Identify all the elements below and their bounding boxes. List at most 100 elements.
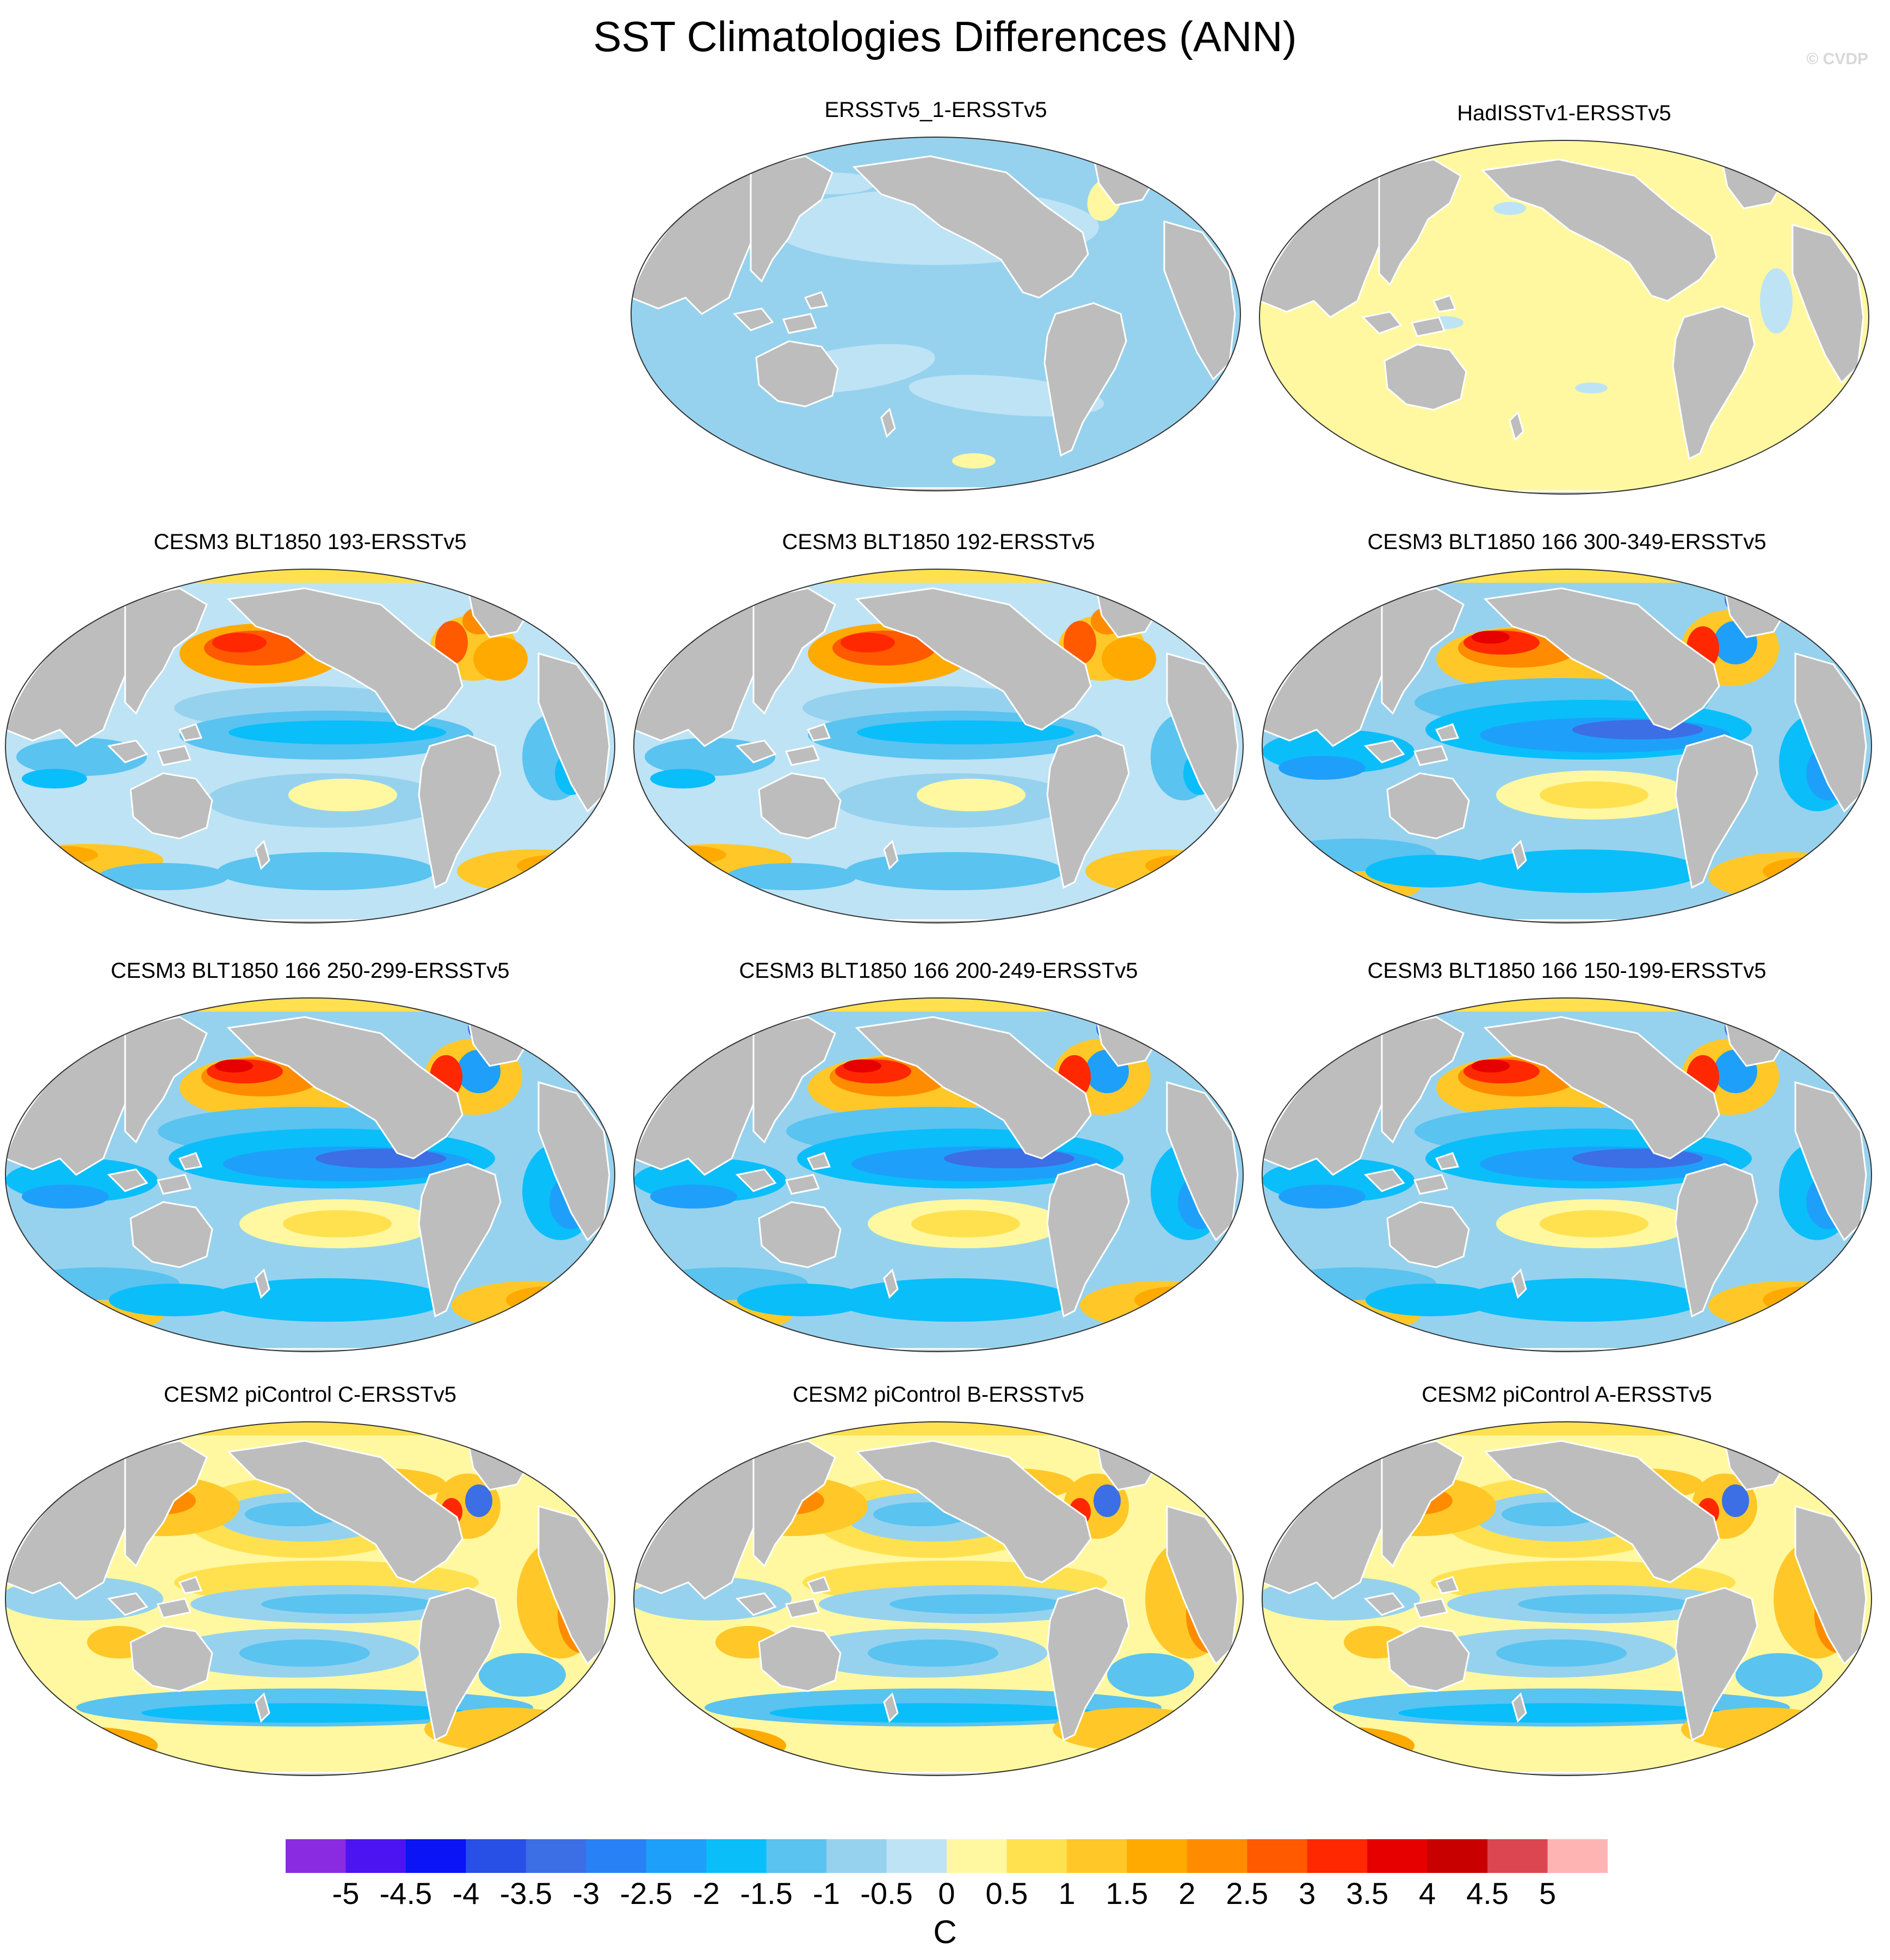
anomaly-region bbox=[726, 863, 857, 890]
anomaly-region bbox=[1278, 1185, 1366, 1209]
land-mass bbox=[1672, 305, 1756, 460]
land-mass bbox=[418, 1163, 502, 1318]
map-panel: CESM2 piControl B-ERSSTv5 bbox=[628, 1380, 1249, 1794]
colorbar-swatch bbox=[646, 1839, 707, 1873]
colorbar-swatch bbox=[586, 1839, 647, 1873]
colorbar-swatch bbox=[886, 1839, 947, 1873]
panel-title: CESM3 BLT1850 166 300-349-ERSSTv5 bbox=[1367, 530, 1767, 554]
land-mass bbox=[226, 1440, 464, 1583]
map-border bbox=[5, 569, 615, 923]
colorbar-tick-label: 2.5 bbox=[1226, 1876, 1269, 1910]
land-mass bbox=[1509, 411, 1524, 441]
map-panel: CESM2 piControl C-ERSSTv5 bbox=[0, 1380, 620, 1794]
panel-title: CESM3 BLT1850 193-ERSSTv5 bbox=[153, 530, 467, 554]
anomaly-region bbox=[207, 1278, 446, 1322]
arctic-anomaly bbox=[792, 998, 1064, 1012]
colorbar bbox=[286, 1839, 1608, 1873]
map-plot bbox=[5, 569, 615, 923]
colorbar-tick-label: 4 bbox=[1419, 1876, 1436, 1910]
anomaly-region bbox=[917, 779, 1026, 811]
land-mass bbox=[883, 1692, 899, 1723]
land-mass bbox=[538, 1081, 610, 1242]
colorbar-tick-label: 2 bbox=[1178, 1876, 1196, 1910]
anomaly-region bbox=[1289, 1733, 1366, 1753]
land-mass bbox=[1381, 1440, 1465, 1568]
land-mass bbox=[1361, 294, 1457, 337]
anomaly-region bbox=[846, 852, 1064, 890]
map-plot bbox=[1262, 569, 1872, 923]
land-mass bbox=[1043, 302, 1127, 457]
anomaly-region bbox=[1366, 1284, 1496, 1316]
land-mass bbox=[1363, 1152, 1460, 1195]
colorbar-swatch bbox=[345, 1839, 406, 1873]
colorbar-tick-label: -1 bbox=[813, 1876, 840, 1910]
land-mass bbox=[226, 587, 464, 731]
land-mass bbox=[1794, 652, 1867, 813]
land-mass bbox=[1363, 723, 1460, 766]
colorbar-swatch bbox=[826, 1839, 887, 1873]
map-border bbox=[1262, 997, 1872, 1352]
anomaly-region bbox=[109, 1284, 239, 1316]
colorbar-tick-label: 5 bbox=[1539, 1876, 1557, 1910]
anomaly-region bbox=[215, 1059, 253, 1073]
panel-title: CESM3 BLT1850 166 200-249-ERSSTv5 bbox=[739, 959, 1138, 983]
land-mass bbox=[107, 723, 203, 766]
colorbar-tick-label: -4 bbox=[452, 1876, 480, 1910]
anomaly-region bbox=[22, 769, 87, 788]
land-mass bbox=[750, 155, 833, 283]
map-plot bbox=[633, 1421, 1244, 1776]
land-mass bbox=[1483, 1440, 1720, 1583]
land-mass bbox=[129, 1625, 213, 1692]
panel-title: CESM3 BLT1850 166 250-299-ERSSTv5 bbox=[110, 959, 510, 983]
land-mass bbox=[124, 1016, 208, 1144]
land-mass bbox=[255, 1268, 270, 1299]
land-mass bbox=[1166, 1081, 1239, 1242]
land-mass bbox=[735, 1152, 831, 1195]
colorbar-tick-label: 3 bbox=[1299, 1876, 1316, 1910]
anomaly-region bbox=[634, 1727, 786, 1765]
panel-title: CESM2 piControl B-ERSSTv5 bbox=[793, 1383, 1084, 1407]
colorbar-tick-label: -1.5 bbox=[740, 1876, 793, 1910]
map-panel: CESM3 BLT1850 166 250-299-ERSSTv5 bbox=[0, 957, 620, 1370]
anomaly-region bbox=[141, 1703, 468, 1723]
anomaly-region bbox=[661, 1733, 737, 1753]
watermark: © CVDP bbox=[1806, 50, 1868, 68]
panel-title: CESM2 piControl A-ERSSTv5 bbox=[1422, 1383, 1712, 1407]
anomaly-region bbox=[843, 1059, 881, 1073]
colorbar-swatch bbox=[526, 1839, 586, 1873]
anomaly-region bbox=[261, 1594, 435, 1614]
anomaly-region bbox=[1472, 631, 1510, 644]
land-mass bbox=[1511, 1268, 1527, 1299]
anomaly-region bbox=[1278, 756, 1366, 780]
colorbar-tick-label: 1 bbox=[1058, 1876, 1076, 1910]
panel-title: CESM3 BLT1850 192-ERSSTv5 bbox=[782, 530, 1095, 554]
map-plot bbox=[1259, 140, 1869, 495]
map-border bbox=[5, 1421, 615, 1776]
map-border bbox=[633, 1421, 1244, 1776]
anomaly-region bbox=[868, 1640, 998, 1667]
anomaly-region bbox=[1735, 1653, 1823, 1697]
anomaly-region bbox=[835, 1278, 1074, 1322]
colorbar-swatch bbox=[1006, 1839, 1067, 1873]
anomaly-region bbox=[33, 1733, 109, 1753]
land-mass bbox=[1383, 343, 1467, 411]
land-mass bbox=[418, 1587, 502, 1742]
anomaly-region bbox=[1284, 873, 1349, 891]
anomaly-region bbox=[228, 720, 446, 744]
colorbar-swatch bbox=[1367, 1839, 1428, 1873]
land-mass bbox=[1381, 1016, 1465, 1144]
colorbar-swatch bbox=[1187, 1839, 1247, 1873]
anomaly-region bbox=[316, 1149, 446, 1168]
anomaly-region bbox=[1398, 1703, 1725, 1723]
colorbar-tick-label: -0.5 bbox=[860, 1876, 913, 1910]
map-plot bbox=[631, 137, 1241, 491]
anomaly-region bbox=[1102, 637, 1156, 681]
anomaly-region bbox=[770, 1703, 1096, 1723]
land-mass bbox=[107, 1576, 203, 1619]
map-border bbox=[1262, 569, 1872, 923]
map-border bbox=[633, 997, 1244, 1352]
land-mass bbox=[855, 587, 1092, 731]
land-mass bbox=[1480, 158, 1718, 302]
colorbar-tick-label: 0 bbox=[938, 1876, 955, 1910]
panel-title: CESM2 piControl C-ERSSTv5 bbox=[164, 1383, 456, 1407]
